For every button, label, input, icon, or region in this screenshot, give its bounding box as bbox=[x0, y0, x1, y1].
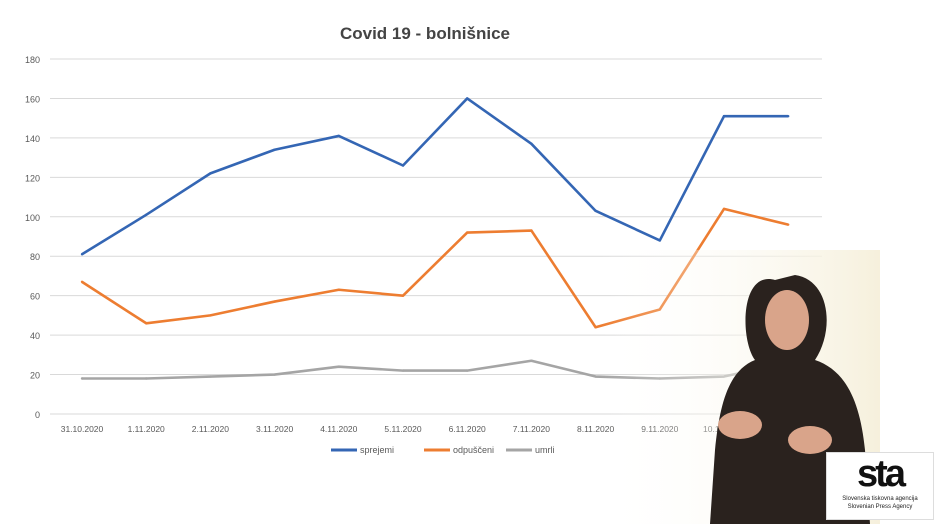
x-tick-label: 6.11.2020 bbox=[449, 424, 486, 434]
y-tick-label: 160 bbox=[25, 94, 40, 104]
x-tick-label: 2.11.2020 bbox=[192, 424, 229, 434]
data-point bbox=[273, 300, 276, 303]
data-point bbox=[530, 359, 533, 362]
data-point bbox=[466, 369, 469, 372]
sta-logo: sta Slovenska tiskovna agencija Slovenia… bbox=[826, 452, 934, 520]
data-point bbox=[530, 142, 533, 146]
x-tick-label: 8.11.2020 bbox=[577, 424, 614, 434]
data-point bbox=[594, 375, 597, 378]
data-point bbox=[530, 229, 533, 232]
data-point bbox=[145, 322, 148, 325]
data-point bbox=[209, 375, 212, 378]
x-tick-label: 5.11.2020 bbox=[384, 424, 421, 434]
data-point bbox=[273, 373, 276, 376]
data-point bbox=[209, 172, 212, 175]
data-point bbox=[466, 231, 469, 234]
data-point bbox=[209, 314, 212, 317]
legend-label: odpuščeni bbox=[453, 445, 494, 455]
data-point bbox=[273, 148, 276, 151]
y-tick-label: 100 bbox=[25, 213, 40, 223]
y-tick-label: 120 bbox=[25, 173, 40, 183]
x-tick-label: 3.11.2020 bbox=[256, 424, 293, 434]
x-tick-label: 31.10.2020 bbox=[61, 424, 104, 434]
data-point bbox=[337, 134, 340, 138]
logo-line1: Slovenska tiskovna agencija bbox=[842, 496, 918, 502]
y-tick-label: 60 bbox=[30, 292, 40, 302]
data-point bbox=[787, 223, 790, 226]
y-tick-label: 40 bbox=[30, 331, 40, 341]
series-line-sprejemi bbox=[81, 97, 789, 256]
legend-label: umrli bbox=[535, 445, 555, 455]
x-tick-label: 7.11.2020 bbox=[513, 424, 550, 434]
data-point bbox=[401, 294, 405, 297]
data-point bbox=[722, 207, 726, 211]
data-point bbox=[337, 288, 340, 291]
data-point bbox=[401, 369, 405, 372]
data-point bbox=[145, 377, 148, 380]
data-point bbox=[337, 365, 340, 368]
data-point bbox=[401, 164, 405, 167]
logo-line2: Slovenian Press Agency bbox=[847, 504, 913, 510]
chart-title: Covid 19 - bolnišnice bbox=[339, 24, 511, 43]
data-point bbox=[787, 114, 790, 118]
y-tick-label: 180 bbox=[25, 55, 40, 65]
x-tick-label: 1.11.2020 bbox=[128, 424, 165, 434]
data-point bbox=[80, 280, 84, 284]
legend-label: sprejemi bbox=[360, 445, 394, 455]
y-tick-label: 80 bbox=[30, 252, 40, 262]
data-point bbox=[658, 239, 661, 242]
data-point bbox=[594, 209, 597, 213]
data-point bbox=[466, 97, 469, 100]
x-tick-label: 4.11.2020 bbox=[320, 424, 357, 434]
y-tick-label: 140 bbox=[25, 134, 40, 144]
data-point bbox=[80, 377, 84, 380]
logo-mark: sta bbox=[857, 453, 906, 495]
data-point bbox=[145, 213, 148, 217]
data-point bbox=[722, 114, 726, 118]
data-point bbox=[594, 326, 597, 329]
y-tick-label: 0 bbox=[35, 410, 40, 420]
data-point bbox=[80, 253, 84, 256]
y-tick-label: 20 bbox=[30, 371, 40, 381]
